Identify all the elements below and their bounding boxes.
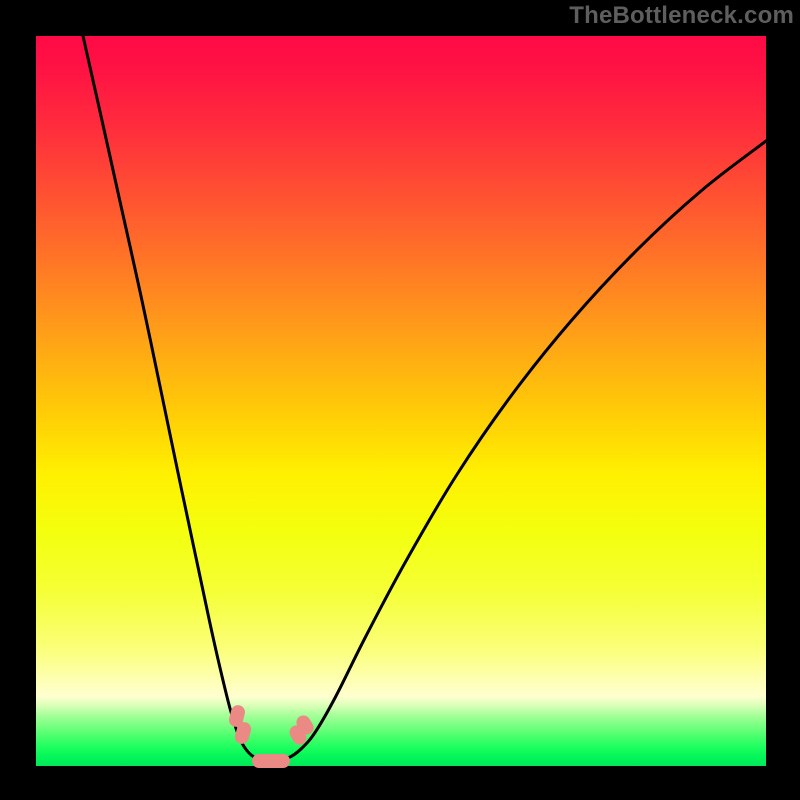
highlight-marker-4	[252, 754, 290, 768]
plot-area	[36, 36, 766, 766]
marker-group	[36, 36, 766, 766]
watermark-text: TheBottleneck.com	[569, 2, 794, 30]
